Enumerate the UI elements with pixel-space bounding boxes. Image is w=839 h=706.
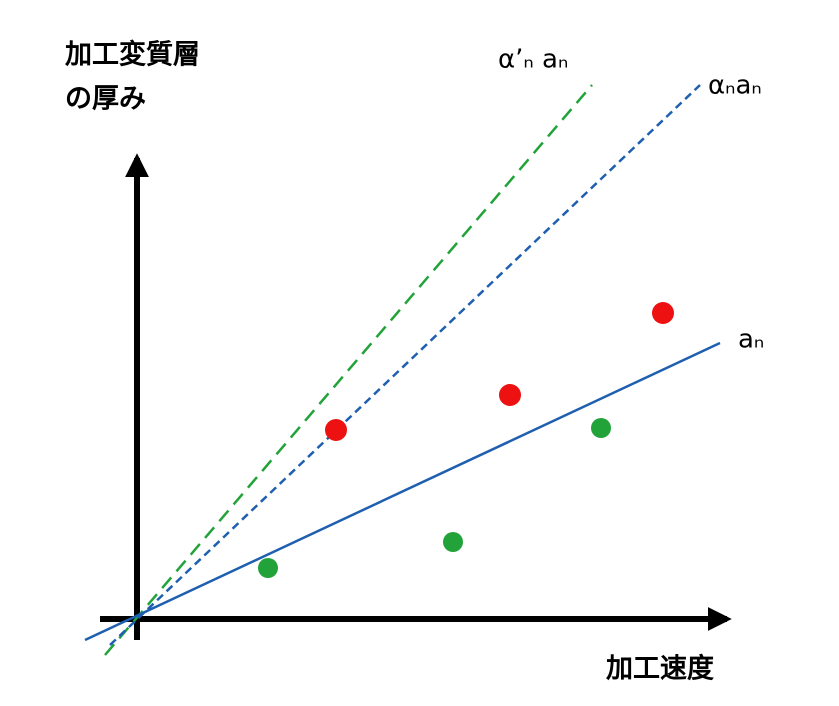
line-label: α’ₙ aₙ [498,45,568,75]
green-point [443,532,463,552]
line-label: aₙ [738,325,764,355]
green-point [591,418,611,438]
blue-solid-line [84,341,721,642]
y-axis-title: の厚み [65,84,146,115]
y-axis-title: 加工変質層 [65,39,200,71]
green-point [258,558,278,578]
line-label: αₙaₙ [708,71,762,101]
red-point [325,419,347,441]
red-point [652,302,674,324]
green-dashed-line [104,84,593,656]
blue-dashed-line [109,84,701,646]
x-axis-title: 加工速度 [606,653,714,685]
red-point [499,384,521,406]
